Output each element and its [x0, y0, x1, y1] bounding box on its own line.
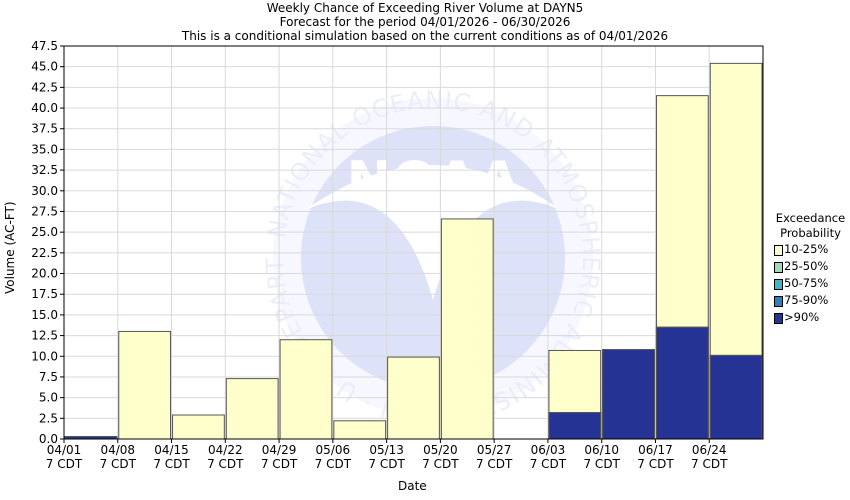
y-tick-label: 30.0	[31, 184, 58, 198]
y-tick-label: 25.0	[31, 225, 58, 239]
legend-swatch	[774, 279, 783, 290]
y-tick-label: 47.5	[31, 39, 58, 53]
x-tick-label: 06/10	[584, 443, 619, 457]
y-tick-label: 7.5	[39, 370, 58, 384]
legend-item: >90%	[771, 309, 850, 326]
x-tick-label: 04/22	[208, 443, 243, 457]
x-tick-label: 06/24	[692, 443, 727, 457]
plot-frame	[63, 45, 764, 440]
legend-label: 50-75%	[784, 276, 829, 290]
x-tick-sublabel: 7 CDT	[422, 457, 459, 471]
y-tick-label: 5.0	[39, 391, 58, 405]
legend-item: 75-90%	[771, 292, 850, 309]
x-tick-sublabel: 7 CDT	[261, 457, 298, 471]
y-tick-label: 20.0	[31, 267, 58, 281]
legend-title-line-2: Probability	[780, 226, 841, 240]
x-tick-label: 04/29	[262, 443, 297, 457]
x-tick-label: 05/06	[316, 443, 351, 457]
x-tick-sublabel: 7 CDT	[153, 457, 190, 471]
y-tick-label: 15.0	[31, 308, 58, 322]
x-tick-sublabel: 7 CDT	[315, 457, 352, 471]
y-tick-label: 40.0	[31, 101, 58, 115]
chart-title-line-1: Weekly Chance of Exceeding River Volume …	[266, 1, 584, 15]
bar-1025-05-13	[387, 356, 440, 440]
bar-90-06-10	[602, 349, 655, 440]
x-tick-sublabel: 7 CDT	[368, 457, 405, 471]
y-tick-label: 22.5	[31, 246, 58, 260]
x-tick-sublabel: 7 CDT	[476, 457, 513, 471]
y-axis-title: Volume (AC-FT)	[3, 201, 17, 294]
legend-item: 25-50%	[771, 258, 850, 275]
bar-90-06-03	[548, 412, 602, 440]
legend-label: 25-50%	[784, 259, 829, 273]
legend-title-line-1: Exceedance	[775, 211, 846, 225]
x-tick-sublabel: 7 CDT	[100, 457, 137, 471]
legend-swatch	[774, 262, 783, 273]
y-tick-label: 17.5	[31, 287, 58, 301]
x-axis-title: Date	[398, 479, 427, 493]
bar-1025-04-15	[172, 414, 225, 440]
legend-label: 10-25%	[784, 242, 829, 256]
legend-label: >90%	[784, 310, 820, 324]
y-tick-label: 10.0	[31, 349, 58, 363]
bar-1025-05-20	[440, 218, 494, 440]
y-tick-label: 2.5	[39, 411, 58, 425]
bar-90-06-24	[709, 354, 763, 440]
bar-1025-04-29	[279, 339, 333, 440]
x-tick-label: 04/15	[154, 443, 189, 457]
bar-90-06-17	[655, 326, 709, 440]
x-tick-label: 06/03	[531, 443, 566, 457]
x-tick-label: 04/01	[47, 443, 82, 457]
x-tick-sublabel: 7 CDT	[530, 457, 567, 471]
x-tick-sublabel: 7 CDT	[691, 457, 728, 471]
bar-1025-04-08	[118, 330, 172, 440]
y-tick-label: 27.5	[31, 204, 58, 218]
legend-item: 50-75%	[771, 275, 850, 292]
legend: Exceedance Probability 10-25% 25-50% 50-…	[771, 211, 850, 326]
legend-swatch	[774, 313, 783, 324]
x-tick-sublabel: 7 CDT	[207, 457, 244, 471]
legend-swatch	[774, 296, 783, 307]
legend-label: 75-90%	[784, 293, 829, 307]
legend-item: 10-25%	[771, 241, 850, 258]
y-tick-label: 45.0	[31, 60, 58, 74]
x-tick-label: 06/17	[638, 443, 673, 457]
svg-text:NOAA: NOAA	[346, 150, 519, 213]
x-tick-label: 05/13	[369, 443, 404, 457]
y-tick-label: 32.5	[31, 163, 58, 177]
bar-1025-05-06	[333, 420, 387, 440]
y-tick-label: 0.0	[39, 432, 58, 446]
chart-title-line-2: Forecast for the period 04/01/2026 - 06/…	[279, 15, 571, 29]
x-tick-label: 05/27	[477, 443, 512, 457]
y-tick-label: 35.0	[31, 142, 58, 156]
y-tick-label: 42.5	[31, 80, 58, 94]
legend-swatch	[774, 245, 783, 256]
x-tick-sublabel: 7 CDT	[46, 457, 83, 471]
x-tick-label: 04/08	[100, 443, 135, 457]
bar-1025-04-22	[225, 378, 279, 440]
y-tick-label: 37.5	[31, 122, 58, 136]
chart-title-line-3: This is a conditional simulation based o…	[181, 29, 669, 43]
x-tick-label: 05/20	[423, 443, 458, 457]
y-tick-label: 12.5	[31, 329, 58, 343]
x-tick-sublabel: 7 CDT	[583, 457, 620, 471]
x-tick-sublabel: 7 CDT	[637, 457, 674, 471]
